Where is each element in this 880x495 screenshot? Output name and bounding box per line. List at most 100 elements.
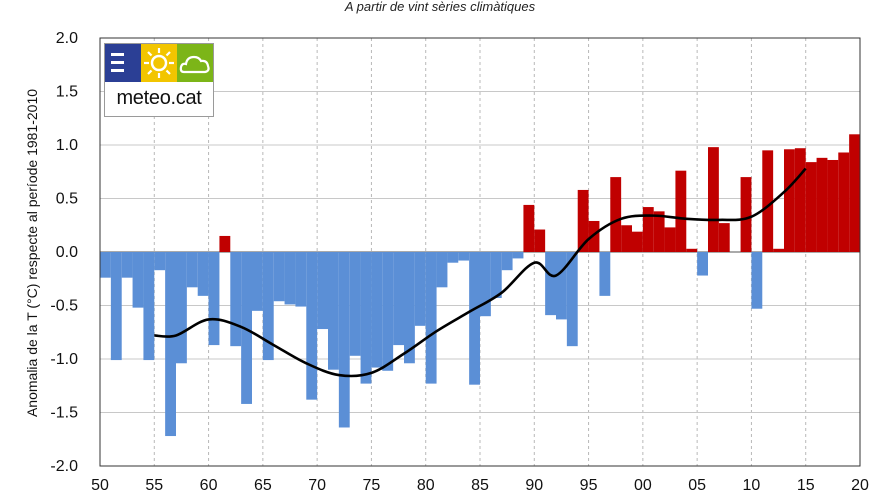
bar-1998 bbox=[621, 225, 632, 252]
bar-1962 bbox=[230, 252, 242, 347]
bar-2017 bbox=[827, 159, 839, 252]
bar-2015 bbox=[805, 162, 817, 252]
bar-2014 bbox=[794, 148, 806, 252]
bar-1972 bbox=[338, 252, 350, 428]
x-tick-label: 50 bbox=[91, 477, 109, 494]
bar-2019 bbox=[849, 134, 860, 252]
bar-1959 bbox=[197, 252, 209, 296]
bar-2004 bbox=[686, 248, 698, 252]
bar-1987 bbox=[501, 252, 513, 271]
bar-2002 bbox=[664, 227, 676, 252]
bar-1965 bbox=[262, 252, 274, 361]
bar-1978 bbox=[404, 252, 415, 364]
bar-1983 bbox=[458, 252, 470, 261]
y-tick-label: 1.0 bbox=[56, 137, 78, 154]
x-tick-label: 75 bbox=[363, 477, 381, 494]
bar-1973 bbox=[349, 252, 361, 356]
bar-1976 bbox=[382, 252, 394, 371]
x-tick-label: 80 bbox=[417, 477, 435, 494]
bar-2003 bbox=[675, 170, 687, 252]
bar-1992 bbox=[556, 252, 567, 320]
plot-border bbox=[99, 37, 861, 467]
meteocat-logo: meteo.cat bbox=[104, 43, 214, 117]
y-tick-labels: 2.0 1.5 1.0 0.5 0.0 -0.5 -1.0 -1.5 -2.0 bbox=[50, 30, 78, 475]
chart-subtitle: A partir de vint sèries climàtiques bbox=[344, 0, 536, 14]
bar-1958 bbox=[186, 252, 198, 288]
x-tick-label: 70 bbox=[308, 477, 326, 494]
bar-1981 bbox=[436, 252, 448, 288]
trend-line bbox=[154, 167, 807, 378]
bar-1952 bbox=[121, 252, 133, 278]
bar-1956 bbox=[165, 252, 176, 437]
bar-1980 bbox=[425, 252, 437, 384]
bar-2012 bbox=[773, 248, 784, 252]
y-tick-label: 2.0 bbox=[56, 30, 78, 47]
bar-1967 bbox=[284, 252, 296, 305]
bar-1970 bbox=[317, 252, 328, 330]
y-tick-label: -2.0 bbox=[50, 458, 78, 475]
bar-1997 bbox=[610, 177, 622, 252]
bar-1974 bbox=[360, 252, 372, 384]
bar-1969 bbox=[306, 252, 318, 400]
bar-1971 bbox=[328, 252, 339, 370]
bar-1986 bbox=[490, 252, 502, 299]
bar-1968 bbox=[295, 252, 307, 307]
bar-1950 bbox=[100, 252, 111, 278]
bar-1984 bbox=[469, 252, 480, 385]
bar-2010 bbox=[751, 252, 763, 309]
bar-1954 bbox=[143, 252, 155, 361]
y-tick-label: -1.5 bbox=[50, 405, 78, 422]
bar-1955 bbox=[154, 252, 166, 271]
x-tick-label: 10 bbox=[743, 477, 761, 494]
bar-1988 bbox=[512, 252, 524, 259]
bar-1991 bbox=[545, 252, 556, 316]
bar-2013 bbox=[784, 149, 795, 252]
x-tick-label: 65 bbox=[254, 477, 272, 494]
bar-2011 bbox=[762, 150, 774, 252]
x-tick-label: 20 bbox=[851, 477, 869, 494]
bar-1990 bbox=[534, 229, 546, 252]
bar-1964 bbox=[252, 252, 263, 311]
bar-1960 bbox=[208, 252, 220, 346]
trend-series bbox=[154, 167, 807, 378]
bar-1982 bbox=[447, 252, 459, 263]
x-tick-label: 95 bbox=[580, 477, 598, 494]
bar-2006 bbox=[708, 147, 719, 252]
bar-1966 bbox=[273, 252, 285, 302]
bar-1951 bbox=[110, 252, 122, 361]
x-tick-label: 60 bbox=[200, 477, 218, 494]
bar-1957 bbox=[176, 252, 187, 364]
menu-lines-icon bbox=[105, 44, 141, 82]
cloud-icon bbox=[177, 44, 213, 82]
bar-2001 bbox=[653, 211, 665, 252]
y-axis-label: Anomalia de la T (°C) respecte al períod… bbox=[24, 89, 40, 417]
bar-1989 bbox=[523, 204, 535, 252]
bar-2018 bbox=[838, 152, 850, 252]
bar-1993 bbox=[566, 252, 578, 347]
bar-2005 bbox=[697, 252, 708, 276]
x-tick-label: 85 bbox=[471, 477, 489, 494]
y-tick-label: 0.0 bbox=[56, 244, 78, 261]
bar-1999 bbox=[632, 231, 643, 252]
bar-2016 bbox=[816, 157, 828, 252]
bar-1977 bbox=[393, 252, 404, 346]
bar-1994 bbox=[577, 189, 589, 252]
y-tick-label: 0.5 bbox=[56, 191, 78, 208]
bar-2000 bbox=[642, 207, 654, 252]
bar-series bbox=[100, 134, 860, 437]
x-tick-label: 00 bbox=[634, 477, 652, 494]
x-tick-label: 90 bbox=[525, 477, 543, 494]
x-tick-label: 15 bbox=[797, 477, 815, 494]
bar-1995 bbox=[588, 220, 600, 252]
logo-text: meteo.cat bbox=[116, 87, 202, 109]
x-tick-labels: 50 55 60 65 70 75 80 85 90 95 00 05 10 15 20 bbox=[91, 477, 869, 494]
bar-1961 bbox=[219, 235, 231, 252]
bar-1953 bbox=[132, 252, 144, 308]
plot-frame bbox=[99, 37, 861, 467]
bar-1975 bbox=[371, 252, 383, 368]
sun-icon bbox=[141, 44, 177, 82]
y-tick-label: -0.5 bbox=[50, 298, 78, 315]
bar-2007 bbox=[718, 223, 730, 252]
x-tick-label: 55 bbox=[145, 477, 163, 494]
